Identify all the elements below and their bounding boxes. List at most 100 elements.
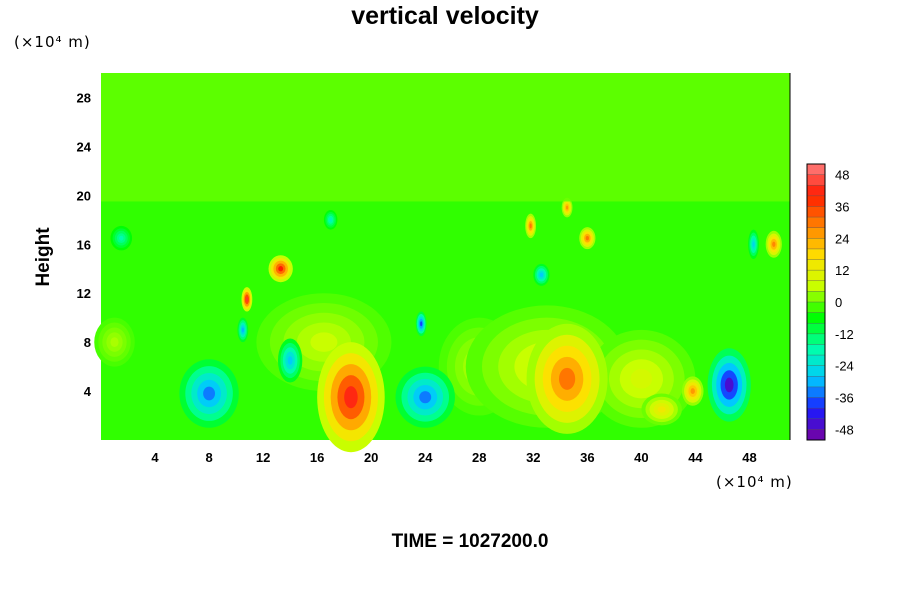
heatmap-feature [268, 255, 293, 283]
x-tick-label: 4 [151, 450, 159, 465]
colorbar-tick-label: -36 [835, 391, 854, 406]
heatmap-contour [657, 406, 666, 413]
heatmap-contour [329, 217, 333, 222]
colorbar-swatch [807, 195, 825, 207]
colorbar-swatch [807, 227, 825, 239]
colorbar-swatch [807, 217, 825, 229]
y-tick-label: 12 [77, 286, 91, 301]
colorbar-tick-label: -48 [835, 422, 854, 437]
colorbar-tick-label: -24 [835, 359, 854, 374]
heatmap-feature [525, 213, 537, 239]
x-tick-label: 44 [688, 450, 703, 465]
x-unit-label: (×10⁴ m) [716, 473, 793, 491]
heatmap-feature [681, 376, 704, 406]
heatmap-feature [707, 348, 751, 422]
heatmap-feature [323, 210, 338, 230]
chart-title: vertical velocity [351, 2, 539, 30]
heatmap-feature [110, 225, 133, 251]
heatmap-feature [533, 263, 550, 286]
x-tick-label: 8 [205, 450, 212, 465]
colorbar-swatch [807, 164, 825, 176]
heatmap-contour [529, 223, 532, 229]
colorbar-swatch [807, 280, 825, 292]
heatmap-contour [119, 235, 124, 241]
colorbar-tick-label: -12 [835, 327, 854, 342]
heatmap-feature [765, 230, 782, 258]
heatmap-contour [203, 386, 216, 401]
heatmap-contour [539, 272, 544, 278]
colorbar-swatch [807, 312, 825, 324]
x-tick-label: 24 [418, 450, 433, 465]
x-tick-label: 36 [580, 450, 594, 465]
colorbar-swatch [807, 355, 825, 367]
x-tick-label: 32 [526, 450, 540, 465]
heatmap-contour [344, 386, 358, 409]
y-tick-label: 28 [77, 90, 91, 105]
heatmap-contour [585, 235, 589, 241]
colorbar-swatch [807, 185, 825, 197]
heatmap-contour [772, 241, 776, 247]
colorbar-tick-label: 48 [835, 168, 849, 183]
heatmap-plot-area [94, 73, 791, 453]
colorbar-swatch [807, 259, 825, 271]
colorbar-swatch [807, 344, 825, 356]
colorbar-frame [806, 163, 826, 441]
heatmap-contour [110, 337, 119, 348]
x-tick-label: 20 [364, 450, 378, 465]
heatmap-feature [561, 197, 573, 218]
heatmap-contour [724, 377, 734, 393]
colorbar-swatch [807, 408, 825, 420]
heatmap-feature [179, 359, 239, 428]
colorbar-tick-label: 12 [835, 263, 849, 278]
colorbar-swatch [807, 291, 825, 303]
heatmap-contour [245, 296, 248, 302]
heatmap-contour [420, 321, 423, 327]
x-tick-label: 16 [310, 450, 324, 465]
x-tick-label: 28 [472, 450, 486, 465]
colorbar-swatch [807, 418, 825, 430]
heatmap-feature [94, 317, 135, 367]
heatmap-feature [748, 229, 759, 259]
colorbar-swatch [807, 429, 825, 441]
colorbar-swatch [807, 206, 825, 218]
colorbar-swatch [807, 270, 825, 282]
colorbar-tick-label: 0 [835, 295, 842, 310]
time-label: TIME = 1027200.0 [391, 531, 549, 552]
x-tick-label: 12 [256, 450, 270, 465]
colorbar: 48 36 24 12 0 -12 -24 -36 -48 [806, 163, 854, 441]
heatmap-feature [415, 311, 427, 337]
heatmap-contour [690, 388, 695, 395]
heatmap-contour [752, 241, 755, 248]
colorbar-swatch [807, 376, 825, 388]
heatmap-feature [241, 287, 253, 312]
colorbar-swatch [807, 174, 825, 186]
heatmap-contour [241, 327, 244, 333]
y-unit-label: (×10⁴ m) [14, 33, 91, 51]
heatmap-contour [558, 367, 576, 390]
y-tick-label: 8 [84, 335, 91, 350]
colorbar-swatch [807, 397, 825, 409]
heatmap-contour [630, 369, 653, 389]
y-tick-label: 16 [77, 237, 91, 252]
colorbar-swatch [807, 248, 825, 261]
upper-quiet-layer [101, 73, 790, 202]
colorbar-swatch [807, 238, 825, 250]
x-tick-label: 40 [634, 450, 648, 465]
y-tick-label: 24 [77, 139, 92, 154]
y-tick-label: 20 [77, 188, 91, 203]
heatmap-feature [395, 366, 455, 428]
heatmap-feature [526, 323, 608, 434]
heatmap-feature [277, 338, 303, 383]
heatmap-feature [641, 393, 682, 426]
heatmap-feature [237, 317, 249, 343]
heatmap-contour [566, 205, 569, 210]
colorbar-swatch [807, 333, 825, 345]
colorbar-swatch [807, 365, 825, 377]
colorbar-swatch [807, 302, 825, 314]
heatmap-contour [278, 266, 284, 272]
x-tick-label: 48 [742, 450, 756, 465]
colorbar-swatch [807, 323, 825, 335]
heatmap-contour [287, 356, 293, 365]
